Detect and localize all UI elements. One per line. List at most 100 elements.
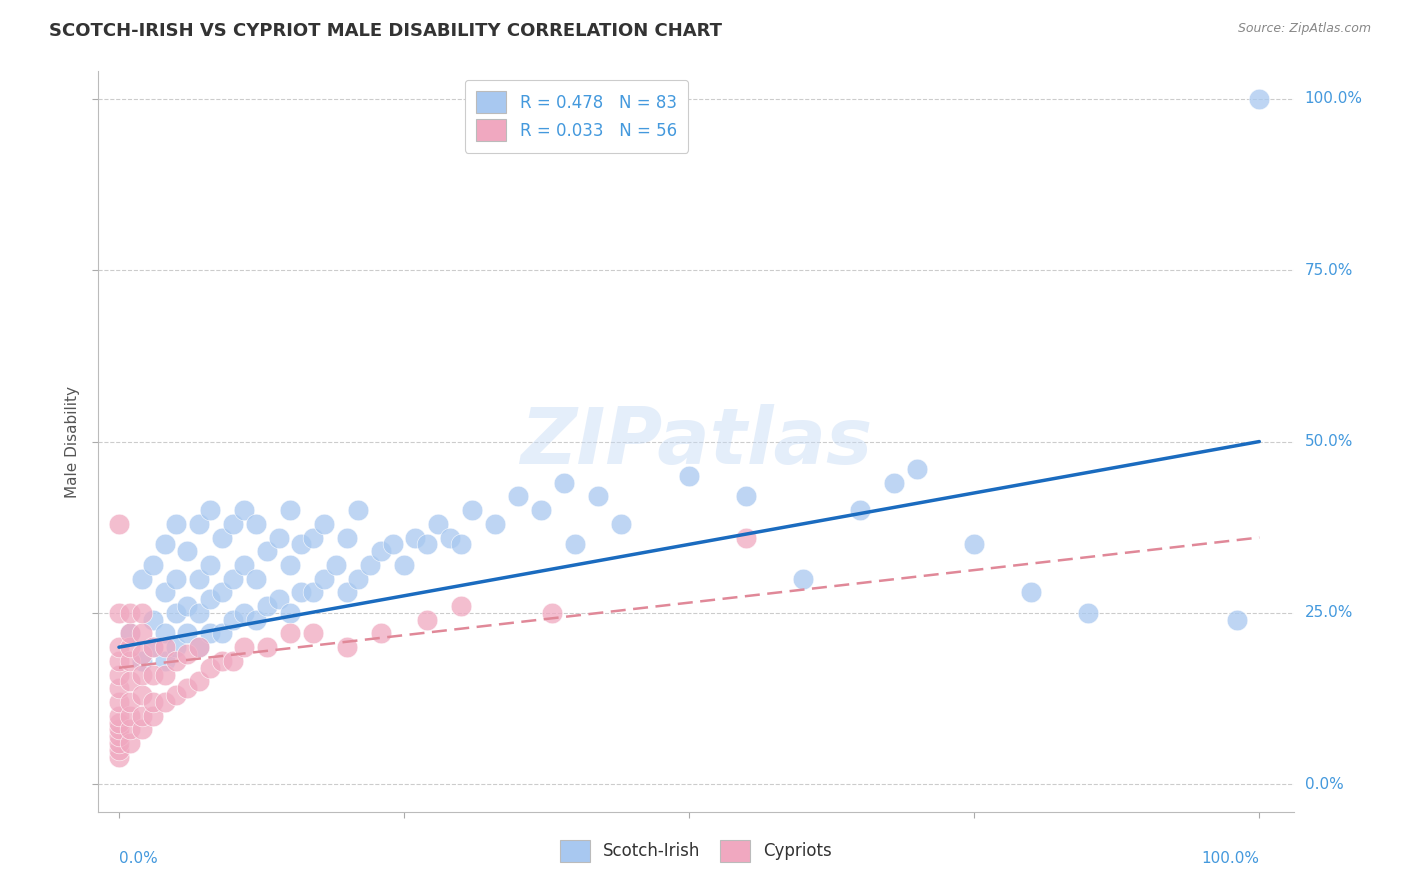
Point (131, 572, 153, 586)
Point (222, 516, 245, 531)
Point (278, 626, 301, 640)
Point (222, 654, 245, 668)
Point (735, 531, 758, 545)
Point (165, 572, 187, 586)
Point (963, 537, 986, 551)
Point (278, 503, 301, 517)
Point (1019, 585, 1042, 599)
Point (735, 489, 758, 503)
Point (290, 585, 312, 599)
Point (314, 572, 336, 586)
Point (142, 667, 165, 681)
Point (165, 654, 187, 668)
Point (233, 558, 256, 572)
Point (142, 558, 165, 572)
Point (564, 537, 586, 551)
Point (187, 516, 209, 531)
Point (416, 613, 439, 627)
Point (198, 626, 221, 640)
Point (198, 592, 221, 607)
Point (187, 606, 209, 620)
Point (142, 708, 165, 723)
Point (404, 531, 426, 545)
Point (165, 640, 187, 655)
Point (120, 654, 142, 668)
Point (131, 708, 153, 723)
Point (153, 585, 176, 599)
Text: 0.0%: 0.0% (120, 851, 157, 865)
Point (176, 544, 198, 558)
Point (211, 585, 233, 599)
Point (792, 572, 814, 586)
Point (165, 688, 187, 702)
Point (222, 572, 245, 586)
Point (278, 558, 301, 572)
Point (120, 626, 142, 640)
Point (336, 640, 359, 655)
Point (187, 640, 209, 655)
Point (131, 667, 153, 681)
Point (245, 516, 267, 531)
Point (347, 572, 370, 586)
Point (176, 626, 198, 640)
Point (609, 516, 631, 531)
Y-axis label: Male Disability: Male Disability (65, 385, 80, 498)
Legend: Scotch-Irish, Cypriots: Scotch-Irish, Cypriots (551, 832, 841, 870)
Point (245, 613, 267, 627)
Point (905, 462, 928, 476)
Point (187, 572, 209, 586)
Point (301, 585, 323, 599)
Point (506, 489, 529, 503)
Point (222, 613, 245, 627)
Text: 100.0%: 100.0% (1305, 91, 1362, 106)
Point (301, 626, 323, 640)
Point (187, 640, 209, 655)
Point (165, 516, 187, 531)
Point (108, 723, 131, 737)
Point (439, 531, 461, 545)
Point (108, 729, 131, 743)
Text: 25.0%: 25.0% (1305, 606, 1353, 621)
Point (314, 516, 336, 531)
Point (120, 736, 142, 750)
Point (301, 531, 323, 545)
Point (108, 736, 131, 750)
Point (120, 695, 142, 709)
Point (1077, 606, 1099, 620)
Point (108, 654, 131, 668)
Point (211, 654, 233, 668)
Point (108, 715, 131, 730)
Point (131, 626, 153, 640)
Point (153, 537, 176, 551)
Point (392, 558, 415, 572)
Point (153, 640, 176, 655)
Point (336, 585, 359, 599)
Point (450, 599, 472, 613)
Point (153, 695, 176, 709)
Point (256, 544, 278, 558)
Point (267, 531, 290, 545)
Text: ZIPatlas: ZIPatlas (520, 403, 872, 480)
Point (290, 537, 312, 551)
Point (278, 606, 301, 620)
Point (108, 708, 131, 723)
Point (530, 503, 553, 517)
Point (325, 558, 347, 572)
Point (131, 688, 153, 702)
Point (187, 674, 209, 689)
Point (381, 537, 404, 551)
Text: 50.0%: 50.0% (1305, 434, 1353, 449)
Point (849, 503, 872, 517)
Point (347, 503, 370, 517)
Point (427, 516, 450, 531)
Point (256, 599, 278, 613)
Point (120, 723, 142, 737)
Point (120, 674, 142, 689)
Point (108, 695, 131, 709)
Point (336, 531, 359, 545)
Point (370, 626, 392, 640)
Point (142, 613, 165, 627)
Point (142, 640, 165, 655)
Point (153, 654, 176, 668)
Point (484, 516, 506, 531)
